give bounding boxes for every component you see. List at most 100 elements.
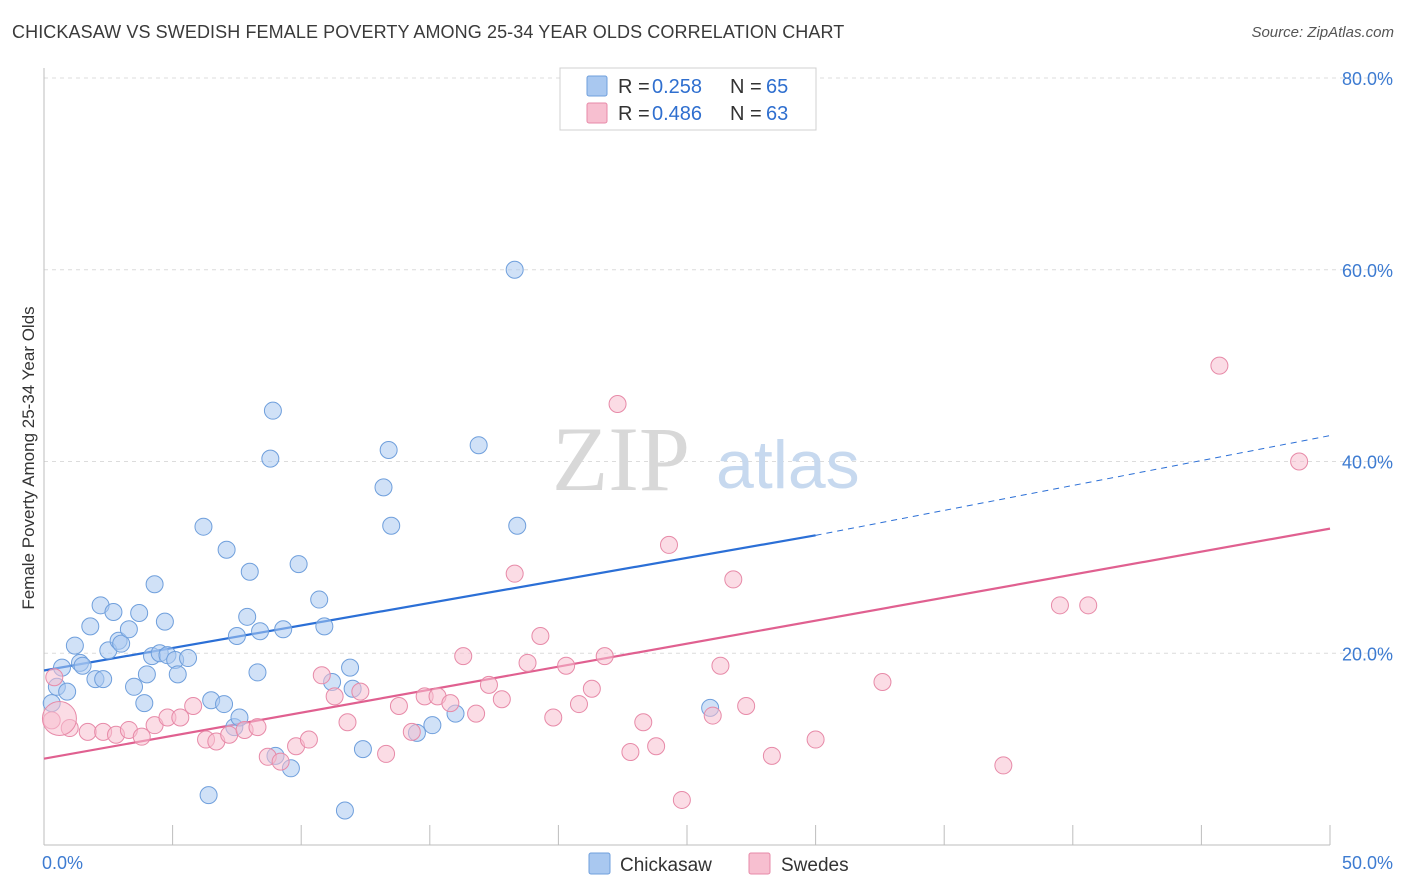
x-tick-label: 50.0% [1342, 853, 1393, 873]
chickasaw-point [374, 478, 393, 497]
chickasaw-point [168, 665, 187, 684]
swedes-point [492, 690, 511, 709]
chickasaw-point [238, 607, 257, 626]
swedes-point [389, 696, 408, 715]
y-tick-label: 80.0% [1342, 69, 1393, 89]
watermark-atlas: atlas [716, 427, 860, 503]
swedes-point [595, 647, 614, 666]
swedes-point [441, 694, 460, 713]
swedes-point [171, 708, 190, 727]
swedes-point [338, 713, 357, 732]
legend-n-value: 63 [766, 103, 788, 125]
chickasaw-point [199, 786, 218, 805]
bottom-legend-swatch-swedes [748, 852, 771, 875]
swedes-point [41, 700, 77, 736]
chickasaw-point [423, 716, 442, 735]
swedes-point [1290, 452, 1309, 471]
chickasaw-point [137, 665, 156, 684]
swedes-point [544, 708, 563, 727]
chickasaw-point [315, 617, 334, 636]
swedes-point [518, 653, 537, 672]
chickasaw-point [65, 636, 84, 655]
swedes-point [806, 730, 825, 749]
chickasaw-point [261, 449, 280, 468]
bottom-legend-chickasaw: Chickasaw [620, 855, 712, 876]
legend-r-label: R = [618, 103, 650, 125]
chickasaw-point [179, 649, 198, 668]
chart-title: CHICKASAW VS SWEDISH FEMALE POVERTY AMON… [12, 22, 845, 42]
swedes-point [737, 696, 756, 715]
chickasaw-point [119, 620, 138, 639]
chickasaw-point [341, 658, 360, 677]
legend-r-label: R = [618, 76, 650, 98]
y-tick-label: 40.0% [1342, 453, 1393, 473]
x-tick-labels: 0.0% 50.0% [42, 853, 1393, 873]
swedes-point [647, 737, 666, 756]
chickasaw-point [379, 440, 398, 459]
chickasaw-point [73, 656, 92, 675]
swedes-point [479, 675, 498, 694]
chickasaw-point [227, 626, 246, 645]
chickasaw-point [353, 740, 372, 759]
swedes-point [248, 718, 267, 737]
swedes-point [621, 743, 640, 762]
chickasaw-point [112, 634, 131, 653]
swedes-point [873, 673, 892, 692]
chickasaw-point [274, 620, 293, 639]
legend-r-value: 0.258 [652, 76, 702, 98]
swedes-point [184, 696, 203, 715]
swedes-point [454, 647, 473, 666]
chickasaw-point [135, 694, 154, 713]
swedes-point [220, 725, 239, 744]
swedes-point [582, 679, 601, 698]
source-credit: Source: ZipAtlas.com [1251, 24, 1394, 41]
legend: R = 0.258 N = 65 R = 0.486 N = 63 [559, 67, 817, 131]
chickasaw-point [58, 682, 77, 701]
y-axis-label: Female Poverty Among 25-34 Year Olds [19, 306, 38, 609]
legend-swatch-swedes [586, 102, 608, 124]
swedes-point [132, 727, 151, 746]
watermark: ZIP atlas [552, 408, 860, 510]
swedes-point [1210, 356, 1229, 375]
swedes-point [531, 626, 550, 645]
y-tick-label: 60.0% [1342, 261, 1393, 281]
swedes-point [711, 656, 730, 675]
chickasaw-point [145, 575, 164, 594]
swedes-point [377, 744, 396, 763]
swedes-point [569, 695, 588, 714]
chickasaw-point [194, 517, 213, 536]
swedes-point [703, 706, 722, 725]
bottom-legend-swatch-chickasaw [588, 852, 611, 875]
chickasaw-point [310, 590, 329, 609]
chickasaw-point [155, 612, 174, 631]
swedes-point [78, 722, 97, 741]
swedes-point [271, 752, 290, 771]
legend-n-value: 65 [766, 76, 788, 98]
swedes-point [1079, 596, 1098, 615]
y-tick-labels: 20.0% 40.0% 60.0% 80.0% [1342, 69, 1393, 664]
swedes-point [467, 704, 486, 723]
chickasaw-point [251, 622, 270, 641]
chickasaw-point [382, 516, 401, 535]
swedes-point [351, 682, 370, 701]
swedes-point [45, 668, 64, 687]
legend-r-value: 0.486 [652, 103, 702, 125]
data-points [41, 260, 1309, 820]
trend-line-chickasaw-extension [815, 435, 1331, 536]
chickasaw-point [469, 436, 488, 455]
swedes-point [659, 535, 678, 554]
swedes-point [1050, 596, 1069, 615]
swedes-point [312, 666, 331, 685]
chickasaw-point [508, 516, 527, 535]
chickasaw-point [248, 663, 267, 682]
swedes-point [762, 746, 781, 765]
legend-n-label: N = [730, 76, 762, 98]
chickasaw-point [130, 603, 149, 622]
chickasaw-point [81, 617, 100, 636]
bottom-legend-swedes: Swedes [781, 855, 849, 876]
bottom-legend: Chickasaw Swedes [588, 852, 849, 876]
chickasaw-point [125, 677, 144, 696]
chickasaw-point [217, 540, 236, 559]
swedes-point [672, 790, 691, 809]
